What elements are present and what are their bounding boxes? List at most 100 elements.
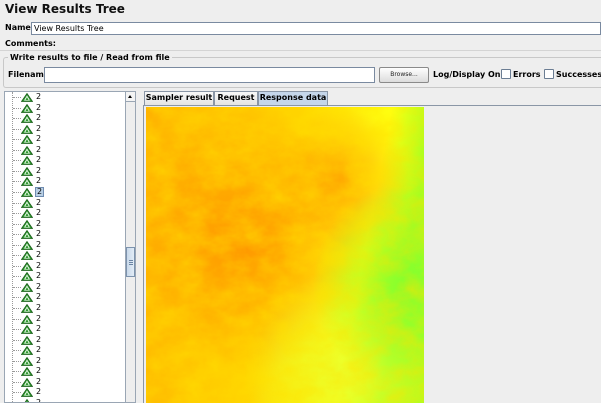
tree-item-label: 2	[36, 250, 42, 260]
tree-connector	[13, 213, 21, 215]
tree-connector	[13, 191, 21, 193]
tab-response-data[interactable]: Response data	[258, 91, 328, 106]
tree-item[interactable]: 2	[5, 134, 125, 145]
tree-item[interactable]: 2	[5, 356, 125, 367]
tree-connector	[13, 202, 21, 204]
tree-connector	[13, 107, 21, 109]
success-triangle-icon	[21, 156, 33, 166]
success-triangle-icon	[21, 187, 33, 197]
tree-item[interactable]: 2	[5, 103, 125, 114]
tree-connector	[13, 170, 21, 172]
tree-scrollbar[interactable]	[125, 91, 136, 403]
tree-item-label: 2	[36, 366, 42, 376]
scroll-thumb[interactable]	[126, 247, 135, 277]
tree-item[interactable]: 2	[5, 198, 125, 209]
tree-item[interactable]: 2	[5, 92, 125, 103]
tree-item-label: 2	[36, 134, 42, 144]
tree-item[interactable]: 2	[5, 387, 125, 398]
tree-item[interactable]: 2	[5, 377, 125, 388]
tree-item-label: 2	[36, 144, 42, 154]
tree-item[interactable]: 2	[5, 314, 125, 325]
tree-item[interactable]: 2	[5, 303, 125, 314]
tree-connector	[13, 181, 21, 183]
tree-item[interactable]: 2	[5, 155, 125, 166]
tree-item[interactable]: 2	[5, 113, 125, 124]
tree-connector	[13, 392, 21, 394]
split-pane-divider[interactable]	[136, 91, 142, 403]
tree-item[interactable]: 2	[5, 324, 125, 335]
success-triangle-icon	[21, 145, 33, 155]
success-triangle-icon	[21, 177, 33, 187]
success-triangle-icon	[21, 388, 33, 398]
filename-input[interactable]	[44, 67, 375, 83]
tree-connector	[13, 276, 21, 278]
name-label: Name:	[5, 23, 35, 32]
tree-item[interactable]: 2	[5, 186, 125, 198]
tree-connector	[13, 223, 21, 225]
tree-item[interactable]: 2	[5, 208, 125, 219]
tree-item-label: 2	[36, 165, 42, 175]
tree-connector	[13, 234, 21, 236]
comments-label: Comments:	[5, 39, 56, 48]
tree-item[interactable]: 2	[5, 219, 125, 230]
success-triangle-icon	[21, 261, 33, 271]
success-triangle-icon	[21, 282, 33, 292]
browse-button[interactable]: Browse...	[379, 67, 429, 83]
filename-label: Filename	[8, 70, 50, 79]
tree-item-label: 2	[36, 197, 42, 207]
tree-item[interactable]: 2	[5, 229, 125, 240]
tree-connector	[13, 97, 21, 98]
success-triangle-icon	[21, 114, 33, 123]
tree-connector	[13, 381, 21, 383]
tab-request[interactable]: Request	[214, 91, 258, 105]
tree-connector	[13, 308, 21, 309]
name-input[interactable]	[31, 22, 601, 35]
tree-item-label: 2	[36, 281, 42, 291]
tree-item[interactable]: 2	[5, 261, 125, 272]
tree-item-label: 2	[36, 176, 42, 186]
tree-item-label: 2	[36, 229, 42, 239]
success-triangle-icon	[21, 135, 33, 145]
tree-item[interactable]: 2	[5, 250, 125, 261]
errors-checkbox[interactable]	[501, 69, 511, 79]
success-triangle-icon	[21, 293, 33, 303]
tree-connector	[13, 160, 21, 162]
tree-item[interactable]: 2	[5, 366, 125, 377]
scroll-up-arrow-icon[interactable]	[126, 92, 135, 102]
tree-item-label: 2	[36, 334, 42, 344]
success-triangle-icon	[21, 219, 33, 229]
tree-item-label: 2	[36, 155, 42, 165]
tree-item[interactable]: 2	[5, 240, 125, 251]
tree-item[interactable]: 2	[5, 345, 125, 356]
tree-connector	[13, 329, 21, 331]
tree-item[interactable]: 2	[5, 166, 125, 177]
tree-item[interactable]: 2	[5, 176, 125, 187]
tree-item-label: 2	[36, 355, 42, 365]
tree-item[interactable]: 2	[5, 292, 125, 303]
tree-item-label: 2	[36, 303, 42, 312]
tree-item-label: 2	[36, 208, 42, 218]
tab-sampler-result[interactable]: Sampler result	[144, 91, 214, 105]
tree-item-label: 2	[36, 102, 42, 112]
tree-item-label: 2	[36, 113, 42, 123]
tree-item[interactable]: 2	[5, 124, 125, 135]
success-triangle-icon	[21, 230, 33, 240]
comments-divider	[0, 50, 601, 51]
panel-title: View Results Tree	[5, 2, 125, 16]
tree-item[interactable]: 2	[5, 335, 125, 346]
tree-connector	[13, 118, 21, 120]
tree-item[interactable]: 2	[5, 398, 125, 402]
tree-item[interactable]: 2	[5, 271, 125, 282]
tree-item[interactable]: 2	[5, 282, 125, 293]
tree-item-label: 2	[36, 271, 42, 281]
success-triangle-icon	[21, 240, 33, 250]
tree-connector	[13, 139, 21, 141]
tree-connector	[13, 350, 21, 352]
success-triangle-icon	[21, 367, 33, 377]
log-display-label: Log/Display Only:	[433, 70, 512, 79]
success-triangle-icon	[21, 314, 33, 324]
successes-checkbox[interactable]	[544, 69, 554, 79]
success-triangle-icon	[21, 124, 33, 134]
tree-item[interactable]: 2	[5, 145, 125, 156]
